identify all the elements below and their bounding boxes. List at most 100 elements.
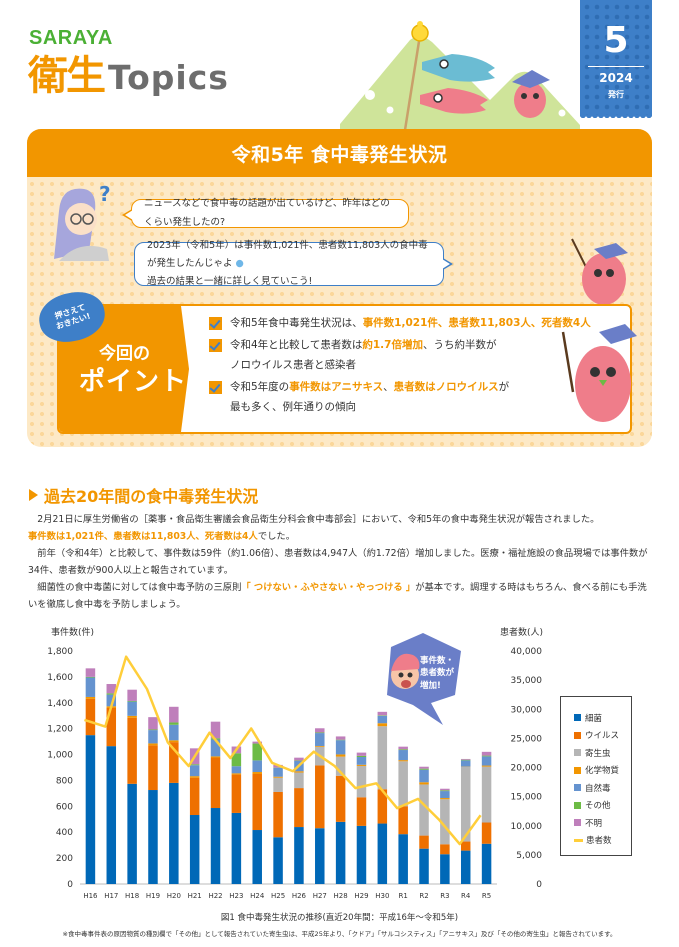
x-axis-label: H30	[375, 892, 389, 900]
bar-segment	[273, 837, 283, 884]
legend-swatch-icon	[574, 714, 581, 722]
x-axis-label: H21	[188, 892, 202, 900]
bar-segment	[273, 776, 283, 778]
x-axis-label: R3	[440, 892, 449, 900]
legend-swatch-icon	[574, 819, 581, 827]
legend-item: その他	[574, 797, 631, 815]
alert-text: 事件数・ 患者数が 増加!	[420, 656, 455, 691]
bar-segment	[460, 758, 471, 760]
points-title-large: ポイント	[79, 367, 188, 397]
section-body: 2月21日に厚生労働省の［薬事・食品衛生審議会食品衛生分科会食中毒部会］において…	[28, 511, 653, 613]
bar-segment	[398, 746, 408, 750]
section-heading-text: 過去20年間の食中毒発生状況	[44, 487, 259, 506]
legend-item: 化学物質	[574, 762, 631, 780]
chart-footnote: ※食中毒事件表の原因物質の種別欄で「その他」として報告されていた寄生虫は、平成2…	[62, 930, 617, 938]
bar-segment	[169, 782, 179, 884]
left-axis-tick: 600	[56, 802, 73, 812]
bar-segment	[440, 788, 450, 791]
x-axis-label: R5	[482, 892, 491, 900]
x-axis-label: R1	[399, 892, 408, 900]
feature-panel: 令和5年 食中毒発生状況 ? ニュースなどで食中毒の話題が出ているけど、昨年はど…	[27, 129, 652, 447]
bar-segment	[189, 776, 200, 778]
left-axis-tick: 1,400	[47, 699, 73, 709]
confused-woman-character-icon: ?	[54, 182, 111, 261]
bar-segment	[106, 684, 117, 694]
x-axis-label: H22	[208, 892, 222, 900]
bar-segment	[231, 753, 242, 767]
bar-segment	[294, 827, 304, 884]
left-axis-tick: 1,800	[47, 647, 73, 657]
bar-segment	[169, 722, 179, 725]
question-text: ニュースなどで食中毒の話題が出ているけど、昨年はどのくらい発生したの?	[144, 198, 390, 228]
bar-segment	[294, 760, 304, 772]
points-title-small: 今回の	[99, 344, 150, 364]
checkbox-checked-icon	[209, 381, 222, 395]
right-axis-tick: 10,000	[511, 822, 543, 832]
x-axis-label: R4	[461, 892, 471, 900]
bar-segment	[315, 746, 325, 747]
chart-caption: 図1 食中毒発生状況の推移(直近20年間：平成16年〜令和5年)	[220, 913, 459, 923]
bar-segment	[85, 696, 96, 699]
bar-segment	[356, 757, 367, 765]
bar-segment	[315, 728, 325, 733]
bar-segment	[127, 783, 137, 884]
bar-segment	[210, 739, 221, 757]
checkbox-checked-icon	[209, 339, 222, 353]
owl-professor-character-icon	[571, 238, 628, 304]
legend-line-icon	[574, 839, 583, 842]
bar-segment	[127, 689, 137, 701]
legend-item: 患者数	[574, 832, 631, 850]
bar-segment	[335, 736, 346, 740]
bar-segment	[440, 844, 450, 855]
bar-segment	[419, 766, 429, 769]
bar-segment	[481, 751, 492, 756]
bar-segment	[356, 765, 367, 798]
right-axis-tick: 30,000	[511, 705, 543, 715]
bar-segment	[294, 771, 304, 773]
bar-segment	[106, 706, 117, 708]
x-axis-label: H25	[271, 892, 285, 900]
left-axis-tick: 0	[67, 880, 73, 890]
issue-month: 5	[603, 20, 629, 61]
bar-segment	[252, 760, 262, 773]
paragraph-2: 前年（令和4年）と比較して、事件数は59件（約1.06倍）、患者数は4,947人…	[28, 548, 648, 576]
x-axis-label: R2	[419, 892, 428, 900]
bar-segment	[252, 772, 262, 774]
bar-segment	[189, 748, 200, 765]
right-axis-tick: 15,000	[511, 793, 543, 803]
bar-segment	[252, 773, 262, 831]
legend-item: 自然毒	[574, 779, 631, 797]
x-axis-label: H20	[167, 892, 181, 900]
logo-kanji: 衛生	[28, 53, 106, 99]
bar-segment	[356, 825, 367, 884]
bar-segment	[106, 746, 117, 884]
x-axis-label: H28	[334, 892, 348, 900]
bar-segment	[356, 797, 367, 826]
left-axis-tick: 200	[56, 854, 73, 864]
chart-legend: 細菌 ウイルス 寄生虫 化学物質 自然毒 その他 不明 患者数	[560, 696, 632, 856]
bar-segment	[169, 740, 179, 743]
bar-segment	[377, 726, 388, 790]
bar-segment	[169, 742, 179, 783]
paragraph-1: 2月21日に厚生労働省の［薬事・食品衛生審議会食品衛生分科会食中毒部会］において…	[37, 514, 600, 525]
bar-segment	[85, 735, 96, 884]
bar-segment	[210, 757, 221, 809]
bar-segment	[231, 812, 242, 884]
issue-year: 2024	[599, 71, 633, 85]
bar-segment	[189, 764, 200, 766]
bar-segment	[440, 799, 450, 845]
legend-item: 寄生虫	[574, 744, 631, 762]
owl-pointer-character-icon	[561, 324, 637, 422]
issue-divider	[588, 66, 644, 67]
bar-segment	[148, 717, 158, 730]
newsletter-logo: 衛生 Topics	[28, 56, 229, 96]
left-axis-tick: 800	[56, 776, 73, 786]
bar-segment	[419, 835, 429, 849]
bar-segment	[377, 823, 388, 884]
bar-segment	[356, 752, 367, 756]
right-axis-tick: 20,000	[511, 764, 543, 774]
bar-segment	[294, 757, 304, 761]
right-axis-tick: 0	[536, 880, 542, 890]
bar-segment	[106, 694, 117, 707]
bar-segment	[85, 698, 96, 736]
